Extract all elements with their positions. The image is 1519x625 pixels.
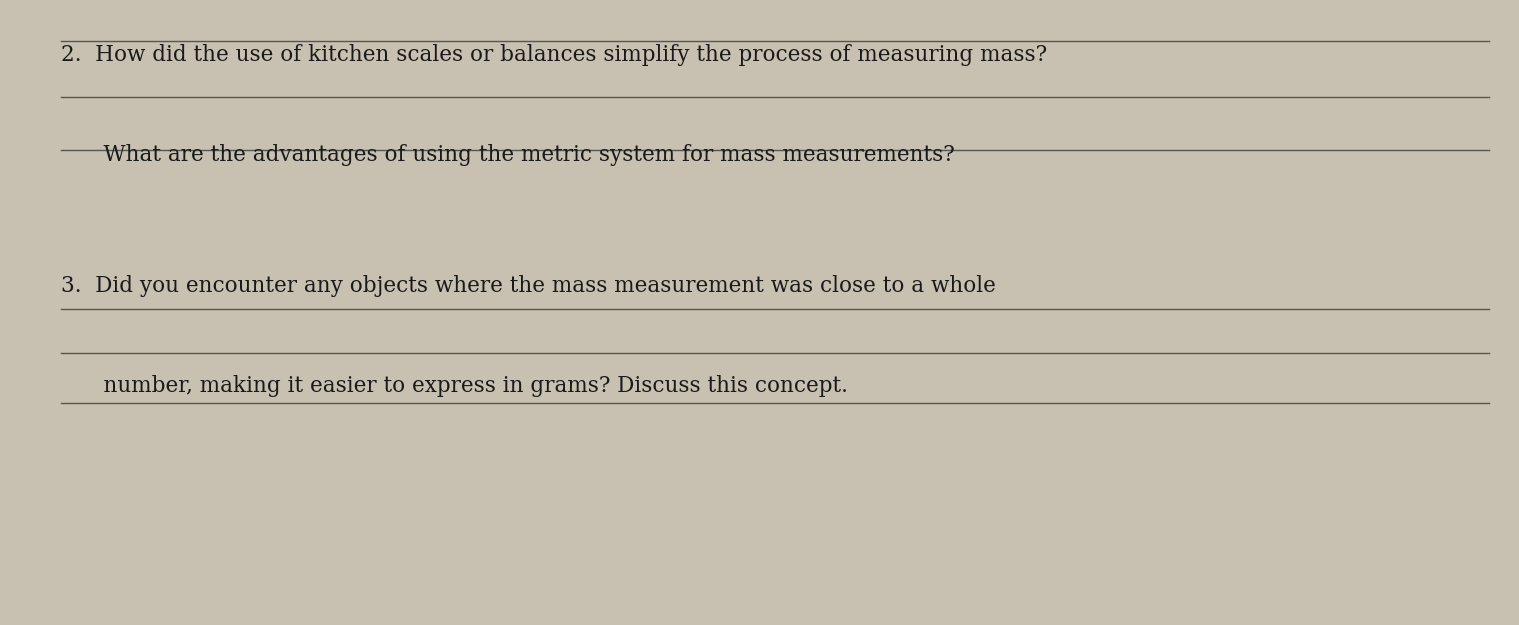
Text: 2.  How did the use of kitchen scales or balances simplify the process of measur: 2. How did the use of kitchen scales or … [61, 44, 1047, 66]
Text: What are the advantages of using the metric system for mass measurements?: What are the advantages of using the met… [76, 144, 955, 166]
Text: 3.  Did you encounter any objects where the mass measurement was close to a whol: 3. Did you encounter any objects where t… [61, 275, 995, 297]
Text: number, making it easier to express in grams? Discuss this concept.: number, making it easier to express in g… [76, 375, 848, 397]
